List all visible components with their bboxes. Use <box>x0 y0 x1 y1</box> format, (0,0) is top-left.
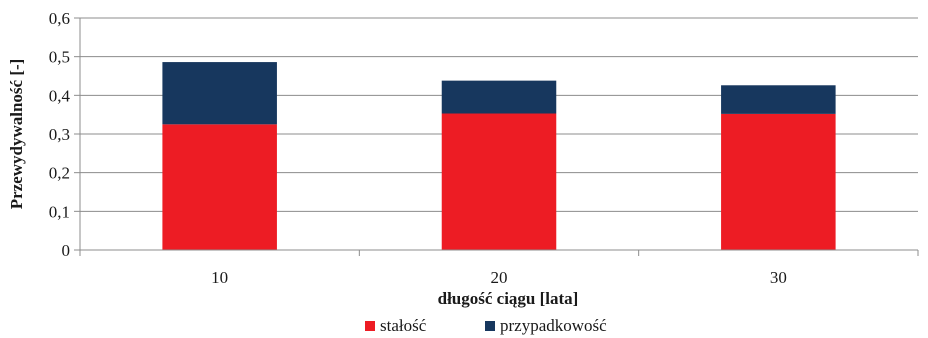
bar-stałość-10 <box>162 124 277 250</box>
bar-stałość-30 <box>721 113 836 250</box>
y-tick-label: 0,5 <box>49 48 70 67</box>
bar-przypadkowość-30 <box>721 85 836 114</box>
y-tick-label: 0,1 <box>49 202 70 221</box>
bar-przypadkowość-10 <box>162 62 277 125</box>
y-axis-title: Przewydywalność [-] <box>7 59 26 210</box>
legend-swatch <box>365 321 375 331</box>
y-tick-label: 0,6 <box>49 9 70 28</box>
bar-przypadkowość-20 <box>441 80 557 114</box>
x-tick-label: 30 <box>770 268 787 287</box>
y-tick-label: 0,3 <box>49 125 70 144</box>
legend: stałość przypadkowość <box>365 316 607 335</box>
x-tick-labels: 10 20 30 <box>211 268 787 287</box>
bar-stałość-20 <box>441 113 557 250</box>
y-tick-label: 0 <box>62 241 71 260</box>
x-axis-title: długość ciągu [lata] <box>438 289 579 308</box>
y-tick-labels: 0 0,1 0,2 0,3 0,4 0,5 0,6 <box>49 9 71 260</box>
legend-label: przypadkowość <box>500 316 607 335</box>
bars <box>162 62 836 250</box>
y-tick-label: 0,4 <box>49 86 71 105</box>
legend-swatch <box>485 321 495 331</box>
axes <box>74 17 919 256</box>
y-tick-label: 0,2 <box>49 164 70 183</box>
x-tick-label: 10 <box>211 268 228 287</box>
legend-label: stałość <box>380 316 427 335</box>
x-tick-label: 20 <box>491 268 508 287</box>
